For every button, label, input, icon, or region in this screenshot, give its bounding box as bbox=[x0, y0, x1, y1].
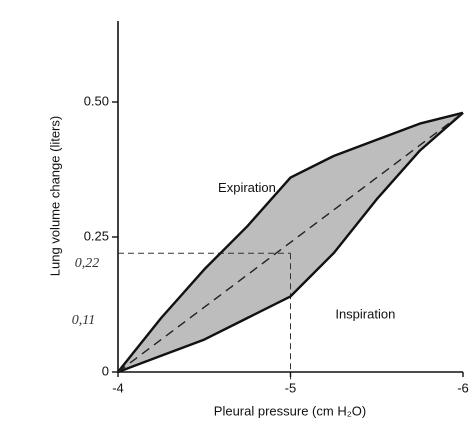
annotation: Inspiration bbox=[335, 307, 395, 322]
x-tick-label: -4 bbox=[112, 380, 124, 395]
y-tick-label: 0 bbox=[102, 363, 109, 378]
x-axis-label: Pleural pressure (cm H₂O) bbox=[214, 403, 366, 418]
x-tick-label: -6 bbox=[457, 380, 469, 395]
y-tick-label: 0.25 bbox=[84, 228, 109, 243]
y-axis-label: Lung volume change (liters) bbox=[47, 116, 62, 276]
series-line bbox=[117, 112, 464, 373]
annotation: 0,22 bbox=[75, 256, 100, 271]
series-line bbox=[117, 111, 464, 374]
series-line bbox=[117, 111, 464, 373]
x-tick-label: -5 bbox=[285, 380, 297, 395]
y-tick-label: 0.50 bbox=[84, 93, 109, 108]
annotation: Expiration bbox=[218, 180, 276, 195]
annotation: 0,11 bbox=[72, 313, 95, 328]
